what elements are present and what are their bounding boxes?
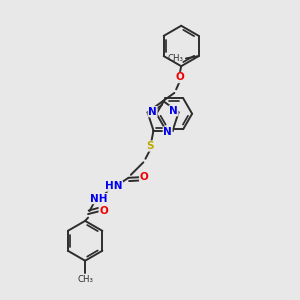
Text: N: N [169, 106, 178, 116]
Text: CH₃: CH₃ [77, 275, 93, 284]
Text: O: O [175, 73, 184, 82]
Text: O: O [99, 206, 108, 216]
Text: CH₃: CH₃ [167, 54, 183, 63]
Text: S: S [146, 141, 154, 151]
Text: HN: HN [105, 181, 122, 191]
Text: N: N [148, 107, 157, 117]
Text: O: O [140, 172, 148, 182]
Text: NH: NH [90, 194, 107, 204]
Text: N: N [163, 127, 172, 137]
